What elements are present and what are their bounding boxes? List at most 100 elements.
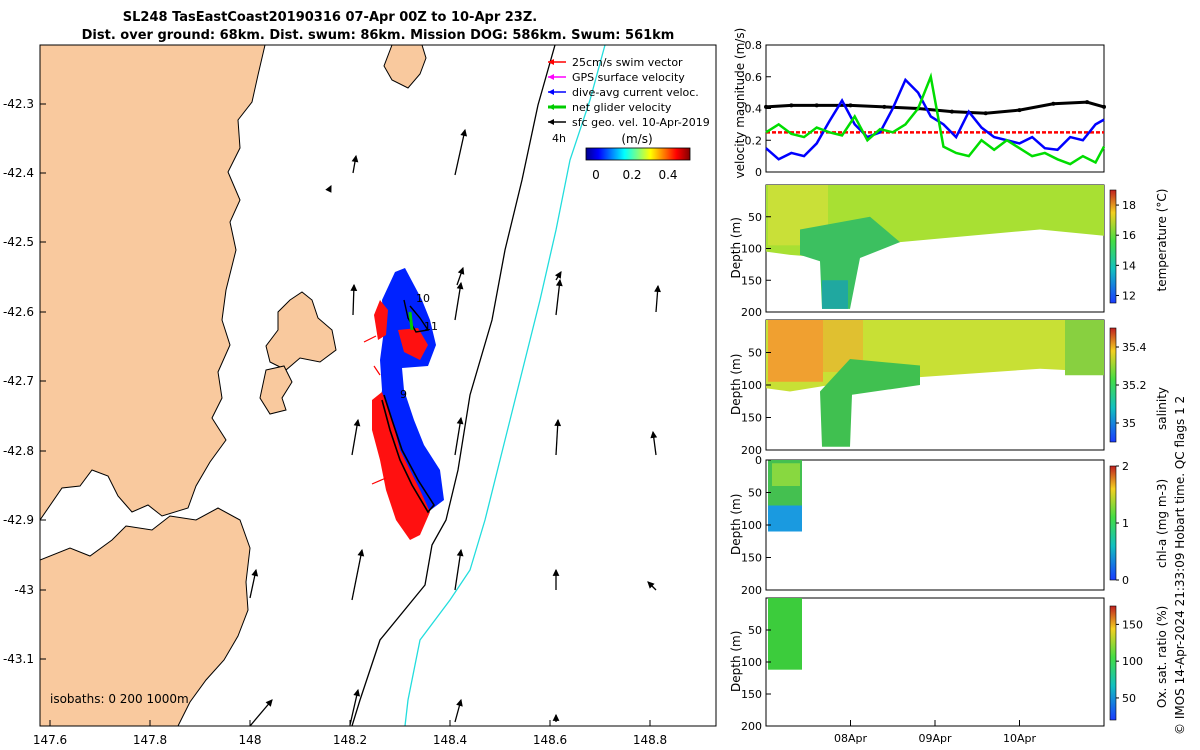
colorbar-tick-0: 0 xyxy=(592,168,600,182)
series-dive-avg-current xyxy=(765,77,1105,161)
colorbar-tick-label: 0 xyxy=(1122,574,1129,587)
lat-tick-label: -42.7 xyxy=(3,374,34,388)
lat-tick-label: -42.9 xyxy=(3,513,34,527)
geo-velocity-arrow xyxy=(554,418,562,456)
colorbar-label: temperature (°C) xyxy=(1155,189,1169,292)
salinity-field-east xyxy=(1065,320,1104,376)
time-tick-label: 08Apr xyxy=(834,732,868,745)
colorbar-tick-2: 0.4 xyxy=(658,168,677,182)
section-colorbar xyxy=(1109,189,1117,304)
section-ytick-label: 150 xyxy=(741,688,762,701)
section-ytick-label: 200 xyxy=(741,444,762,457)
colorbar-tick-label: 1 xyxy=(1122,517,1129,530)
geo-velocity-arrow xyxy=(249,568,259,599)
speed-colorbar: (m/s) 0 0.2 0.4 xyxy=(585,132,691,182)
velocity-ytick-label: 0.4 xyxy=(745,103,763,116)
colorbar-tick-label: 50 xyxy=(1122,692,1136,705)
legend-label: dive-avg current veloc. xyxy=(572,86,699,99)
section-ytick-label: 50 xyxy=(748,624,762,637)
legend-entry: dive-avg current veloc. xyxy=(548,86,699,99)
geo-velocity-arrow xyxy=(454,281,464,321)
isobath-1000m xyxy=(404,45,606,726)
geo-velocity-arrow xyxy=(552,568,560,590)
geo-vel-point xyxy=(848,103,853,108)
isobath-200m xyxy=(351,45,556,726)
map-panel: 10 11 9 4h 147.6 147.8 148 148.2 148.4 148.6 1… xyxy=(3,44,717,747)
section-panel: 50 100 150 200 Depth (m) 50 100 150 Ox. sat. rat… xyxy=(729,597,1169,733)
section-panel: 50 100 150 200 Depth (m) 12 14 16 18 temperature … xyxy=(729,184,1169,319)
footer-credit: © IMOS 14-Apr-2024 21:33:09 Hobart time.… xyxy=(1173,396,1187,735)
geo-velocity-arrow xyxy=(647,581,657,591)
point-label-9: 9 xyxy=(400,388,407,401)
glider-track xyxy=(363,268,444,540)
section-ytick-label: 200 xyxy=(741,720,762,733)
map-axis-ticks: 147.6 147.8 148 148.2 148.4 148.6 148.8 -42.3 -4… xyxy=(3,97,667,747)
legend-entry: GPS surface velocity xyxy=(548,71,685,84)
legend-label: GPS surface velocity xyxy=(572,71,685,84)
geo-velocity-arrow xyxy=(454,416,464,456)
colorbar-tick-label: 150 xyxy=(1122,618,1143,631)
series-net-glider-velocity xyxy=(765,72,1106,166)
lat-tick-label: -42.4 xyxy=(3,166,34,180)
colorbar-tick-label: 12 xyxy=(1122,289,1136,302)
geo-velocity-arrow xyxy=(552,713,560,722)
section-colorbar xyxy=(1109,465,1117,581)
geo-vel-point xyxy=(1102,104,1106,109)
section-ylabel: Depth (m) xyxy=(729,354,743,415)
geo-vel-point xyxy=(949,109,954,114)
section-ytick-label: 100 xyxy=(741,656,762,669)
velocity-axes xyxy=(765,44,1105,173)
time-axis: 08Apr 09Apr 10Apr xyxy=(834,720,1036,745)
geo-velocity-arrow xyxy=(349,688,361,726)
geo-vel-point xyxy=(1085,100,1090,105)
colorbar-tick-label: 35.4 xyxy=(1122,341,1147,354)
salinity-field-high xyxy=(768,320,823,382)
section-colorbar xyxy=(1109,327,1117,443)
lat-tick-label: -42.6 xyxy=(3,305,34,319)
geo-velocity-arrow xyxy=(350,283,358,316)
chla-field-deep xyxy=(768,505,802,532)
lon-tick-label: 148.4 xyxy=(433,733,467,747)
colorbar-tick-label: 35 xyxy=(1122,417,1136,430)
colorbar-tick-label: 18 xyxy=(1122,199,1136,212)
geo-velocity-arrows xyxy=(249,128,661,726)
geo-velocity-arrow xyxy=(351,418,361,456)
series-sfc-geo-vel- xyxy=(765,100,1105,115)
colorbar-tick-label: 100 xyxy=(1122,655,1143,668)
section-ylabel: Depth (m) xyxy=(729,631,743,692)
oxygen-field xyxy=(768,598,802,670)
legend-entry: sfc geo. vel. 10-Apr-2019 xyxy=(548,116,710,129)
colorbar-tick-label: 16 xyxy=(1122,229,1136,242)
point-label-11: 11 xyxy=(424,320,438,333)
geo-velocity-arrow xyxy=(654,284,661,313)
geo-vel-point xyxy=(1051,101,1056,106)
velocity-ylabel: velocity magnitude (m/s) xyxy=(733,28,747,179)
section-axes xyxy=(765,597,1105,727)
geo-velocity-arrow xyxy=(454,128,468,176)
geo-velocity-arrow xyxy=(650,430,658,456)
geo-velocity-arrow xyxy=(454,698,463,723)
title-line-1: SL248 TasEastCoast20190316 07-Apr 00Z to… xyxy=(123,10,537,25)
geo-velocity-arrow xyxy=(554,271,562,281)
legend-label: sfc geo. vel. 10-Apr-2019 xyxy=(572,116,710,129)
legend-label: net glider velocity xyxy=(572,101,672,114)
geo-velocity-arrow xyxy=(555,278,563,316)
geo-vel-point xyxy=(882,104,887,109)
lon-tick-label: 148.8 xyxy=(633,733,667,747)
legend-entry: 25cm/s swim vector xyxy=(548,56,683,69)
lat-tick-label: -42.5 xyxy=(3,235,34,249)
geo-vel-point xyxy=(814,103,819,108)
section-ytick-label: 100 xyxy=(741,519,762,532)
title-line-2: Dist. over ground: 68km. Dist. swum: 86k… xyxy=(82,28,675,43)
section-ytick-label: 150 xyxy=(741,552,762,565)
velocity-ytick-label: 0.6 xyxy=(745,71,763,84)
lon-tick-label: 148.2 xyxy=(333,733,367,747)
lat-tick-label: -43.1 xyxy=(3,652,34,666)
lon-tick-label: 147.8 xyxy=(133,733,167,747)
velocity-ytick-label: 0 xyxy=(755,166,762,179)
section-panel: 50 100 150 200 Depth (m) 35 35.2 35.4 salinity xyxy=(729,319,1169,457)
section-ylabel: Depth (m) xyxy=(729,494,743,555)
